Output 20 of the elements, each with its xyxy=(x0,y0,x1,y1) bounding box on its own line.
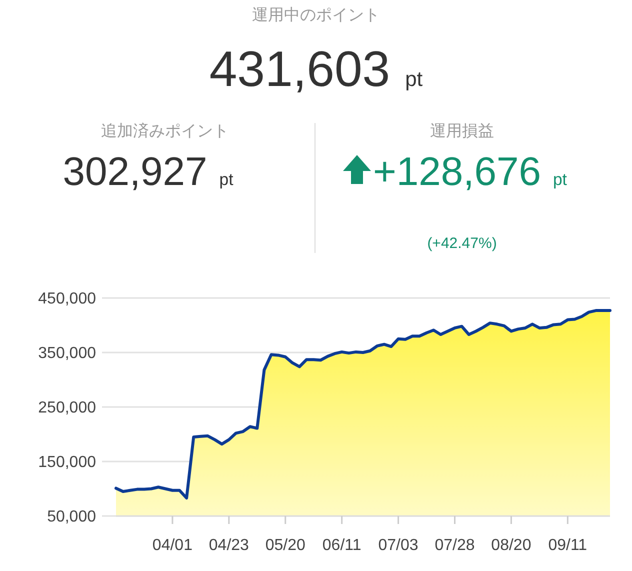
x-tick-label: 07/03 xyxy=(378,537,418,554)
x-tick-label: 04/01 xyxy=(152,537,193,554)
text: +128,676 pt xyxy=(373,150,568,194)
x-tick-label: 08/20 xyxy=(491,537,532,554)
x-tick-label: 06/11 xyxy=(322,537,362,554)
chart-title: 運用中のポイント xyxy=(252,6,380,24)
y-tick-label: 450,000 xyxy=(38,290,96,308)
x-tick-label: 04/23 xyxy=(208,537,250,554)
text: 追加済みポイント xyxy=(101,122,229,140)
x-tick-label: 09/11 xyxy=(548,537,588,554)
x-tick-label: 07/28 xyxy=(434,537,475,554)
text: 運用損益 xyxy=(430,122,494,140)
y-tick-label: 50,000 xyxy=(47,508,96,526)
y-tick-label: 350,000 xyxy=(38,345,96,362)
chart-subtitle: 431,603 pt xyxy=(209,41,423,97)
y-tick-label: 150,000 xyxy=(38,454,96,472)
y-tick-label: 250,000 xyxy=(38,400,96,417)
text: (+42.47%) xyxy=(427,235,497,252)
text: 302,927 pt xyxy=(62,150,234,194)
x-tick-label: 05/20 xyxy=(265,537,306,554)
